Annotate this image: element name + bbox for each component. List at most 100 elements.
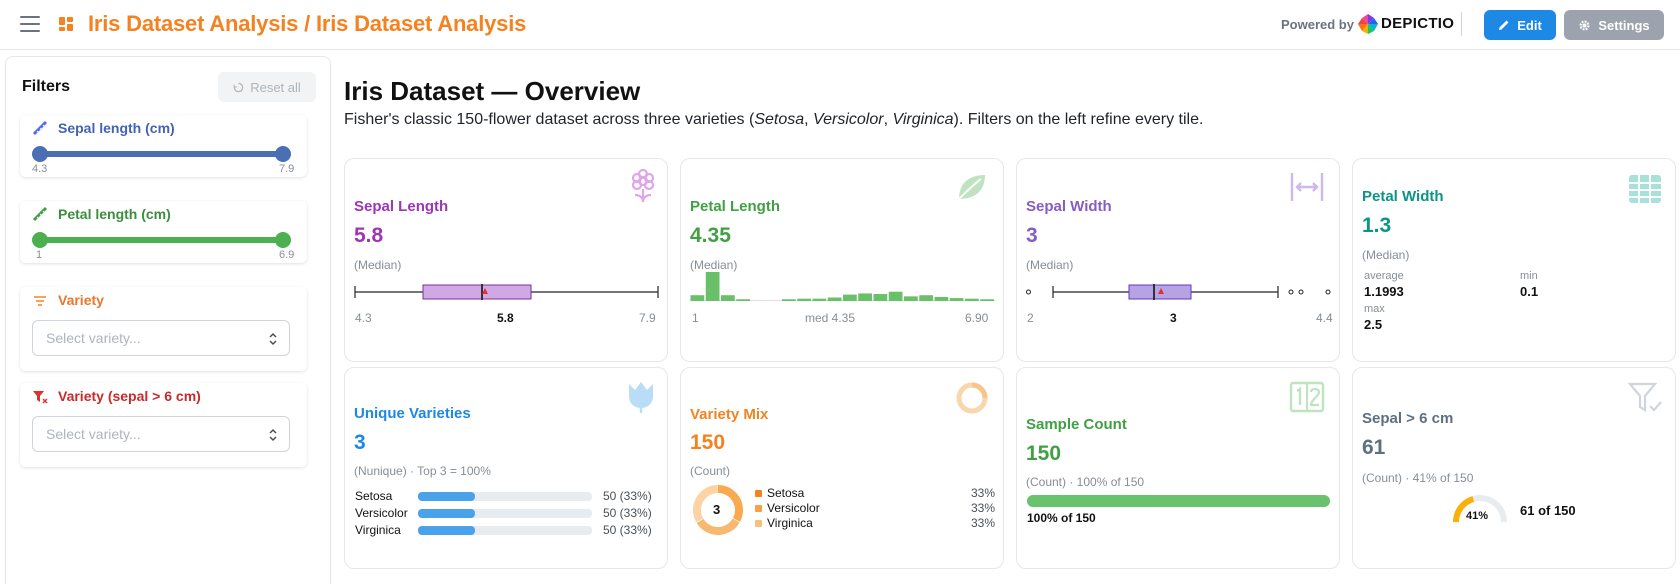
card-title: Unique Varieties [354, 405, 471, 422]
petal-length-track[interactable] [40, 237, 282, 243]
filter-x-icon [33, 391, 48, 404]
card-value: 150 [1026, 442, 1062, 465]
petal-length-min-handle[interactable] [32, 232, 48, 248]
brand-name: DEPICTIO [1381, 15, 1455, 32]
petal-length-card: Petal Length 4.35 (Median) 1 med 4.35 6.… [680, 158, 1004, 362]
card-title: Sepal > 6 cm [1362, 410, 1454, 427]
legend-value: 33% [971, 486, 996, 500]
legend-value: 33% [971, 516, 996, 530]
card-title: Sample Count [1026, 416, 1127, 433]
histogram-bar [965, 298, 979, 301]
sepal-gt6-card: Sepal > 6 cm 61 (Count) · 41% of 150 41%… [1352, 367, 1676, 569]
petal-length-filter: Petal length (cm) 1 6.9 [20, 201, 307, 263]
reset-all-button[interactable]: Reset all [218, 72, 316, 102]
petal-length-min-label: 1 [36, 249, 43, 261]
unique-varieties-card: Unique Varieties 3 (Nunique) · Top 3 = 1… [344, 367, 668, 569]
sample-count-card: Sample Count 150 (Count) · 100% of 150 1… [1016, 367, 1340, 569]
variety-row-name: Versicolor [355, 506, 408, 520]
histogram-bar [705, 272, 720, 301]
card-subtitle: (Median) [690, 258, 738, 272]
desc-text-end: ). Filters on the left refine every tile… [953, 111, 1204, 128]
page-description: Fisher's classic 150-flower dataset acro… [344, 111, 1203, 129]
card-value: 61 [1362, 436, 1386, 459]
variety-sepal-filter: Variety (sepal > 6 cm) Select variety... [20, 383, 307, 467]
legend-swatch [755, 490, 762, 497]
sample-progress-fill [1027, 495, 1330, 507]
page-title: Iris Dataset — Overview [344, 76, 641, 106]
chevron-updown-icon [269, 428, 277, 442]
menu-icon[interactable] [20, 16, 40, 32]
gauge-count-label: 61 of 150 [1520, 503, 1576, 518]
histogram-bar [904, 296, 918, 301]
table-icon [1629, 175, 1661, 203]
reset-all-label: Reset all [250, 79, 301, 95]
variety-filter: Variety Select variety... [20, 287, 307, 371]
stat-min-value: 0.1 [1520, 284, 1539, 299]
petal-length-max-handle[interactable] [275, 232, 291, 248]
width-arrows-icon [1290, 173, 1324, 201]
stat-average-label: average [1364, 270, 1404, 282]
settings-button[interactable]: Settings [1564, 10, 1664, 40]
variety-row-value: 50 (33%) [603, 523, 652, 537]
variety-sepal-select-placeholder: Select variety... [46, 426, 141, 442]
leaf-icon [958, 175, 985, 200]
card-title: Petal Length [690, 198, 781, 215]
reset-icon [233, 82, 244, 92]
card-subtitle: (Count) [690, 464, 731, 478]
stat-min-label: min [1520, 270, 1538, 282]
histogram-bar [949, 298, 964, 301]
card-value: 3 [354, 431, 366, 454]
variety-row-track [418, 492, 592, 501]
card-value: 4.35 [690, 224, 731, 247]
variety-mix-donut [693, 485, 743, 535]
desc-text: Fisher's classic 150-flower dataset acro… [344, 111, 755, 128]
sepal-length-max-label: 7.9 [279, 163, 295, 175]
desc-comma: , [883, 111, 893, 128]
sample-progress-track [1027, 495, 1330, 507]
histogram-bar [736, 299, 750, 301]
histogram-bar [843, 294, 857, 301]
chevron-updown-icon [269, 332, 277, 346]
variety-row-name: Setosa [355, 489, 393, 503]
histogram-bar [934, 296, 949, 301]
boxplot-max-label: 4.4 [1316, 311, 1333, 325]
histogram-bar [873, 294, 888, 301]
number-box-icon [1289, 381, 1325, 413]
histogram-bar [721, 295, 735, 301]
variety-row-track [418, 526, 592, 535]
app-title: Iris Dataset Analysis / Iris Dataset Ana… [88, 11, 527, 36]
histogram-min-label: 1 [692, 311, 699, 325]
sepal-length-card: Sepal Length 5.8 (Median) 4.3 5.8 7.9 [344, 158, 668, 362]
sepal-length-min-handle[interactable] [32, 146, 48, 162]
legend-name: Setosa [767, 486, 805, 500]
edit-button-label: Edit [1517, 17, 1542, 33]
depictio-logo-icon [1358, 14, 1378, 34]
edit-button[interactable]: Edit [1484, 10, 1556, 40]
sepal-length-label: Sepal length (cm) [58, 120, 175, 136]
variety-row-value: 50 (33%) [603, 489, 652, 503]
progress-label: 100% of 150 [1027, 511, 1096, 525]
card-subtitle: (Median) [354, 258, 402, 272]
filter-lines-icon [34, 296, 46, 306]
variety-mix-card: Variety Mix 150 (Count) 3 Setosa 33% Versi… [680, 367, 1004, 569]
boxplot-min-label: 4.3 [355, 311, 372, 325]
pencil-icon [1499, 20, 1509, 30]
card-title: Variety Mix [690, 406, 769, 423]
gauge-percent-label: 41% [1466, 510, 1489, 522]
variety-row-value: 50 (33%) [603, 506, 652, 520]
powered-by-label: Powered by [1281, 17, 1354, 32]
histogram-median-label: med 4.35 [805, 311, 856, 325]
card-subtitle: (Count) · 41% of 150 [1362, 471, 1474, 485]
variety-row-name: Virginica [355, 523, 401, 537]
card-subtitle: (Nunique) · Top 3 = 100% [354, 464, 491, 478]
sepal-length-max-handle[interactable] [275, 146, 291, 162]
sepal-width-card: Sepal Width 3 (Median) 2 3 4.4 [1016, 158, 1340, 362]
sepal-length-track[interactable] [40, 151, 282, 157]
tulip-icon [629, 382, 653, 413]
boxplot-min-label: 2 [1027, 311, 1034, 325]
variety-sepal-select[interactable]: Select variety... [32, 416, 290, 452]
sepal-length-boxplot [354, 284, 659, 300]
desc-variety-virginica: Virginica [892, 111, 954, 128]
variety-select[interactable]: Select variety... [32, 320, 290, 356]
boxplot-median-label: 5.8 [497, 311, 514, 325]
